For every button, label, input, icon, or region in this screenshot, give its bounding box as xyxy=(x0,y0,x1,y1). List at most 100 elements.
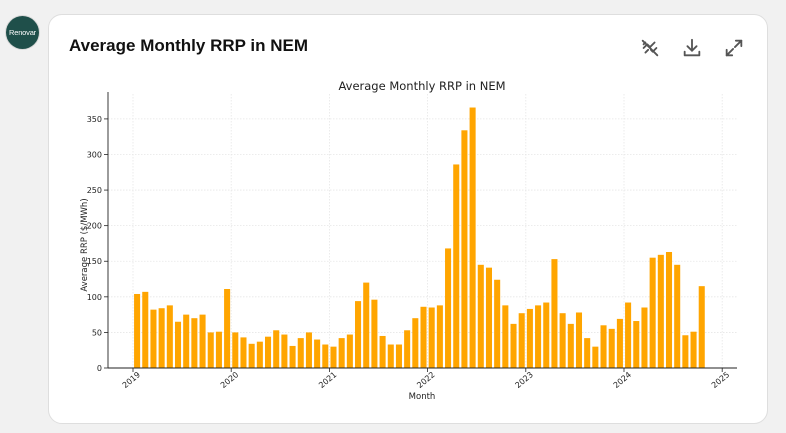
download-icon xyxy=(683,38,701,57)
bar xyxy=(625,302,632,368)
bar xyxy=(387,344,394,368)
bar xyxy=(682,335,689,368)
bar xyxy=(445,248,452,368)
bar xyxy=(502,305,509,368)
bar xyxy=(240,337,247,368)
bar xyxy=(395,344,402,368)
bar xyxy=(584,338,591,368)
bar xyxy=(543,302,550,368)
bar xyxy=(485,267,493,368)
bar xyxy=(698,286,705,368)
app-avatar-logo[interactable]: Renovar xyxy=(6,16,39,49)
bar-layer xyxy=(134,107,705,368)
y-axis-label: Average RRP ($/MWh) xyxy=(80,198,90,291)
bar xyxy=(215,331,222,368)
y-tick-label: 0 xyxy=(97,364,102,373)
bar xyxy=(657,254,664,368)
y-tick-label: 100 xyxy=(87,293,102,302)
bar xyxy=(207,332,214,368)
bar xyxy=(256,341,263,368)
bar xyxy=(559,313,566,368)
bar xyxy=(371,299,378,368)
x-tick-label: 2019 xyxy=(121,370,142,390)
bar xyxy=(575,312,583,368)
grid-layer xyxy=(108,94,737,369)
bar xyxy=(600,325,607,368)
x-tick-label: 2021 xyxy=(317,370,338,390)
bar xyxy=(248,343,255,368)
chart-card: Average Monthly RRP in NEM xyxy=(48,14,768,424)
bar xyxy=(355,301,362,368)
bar xyxy=(322,344,329,368)
bar xyxy=(134,293,141,368)
bar xyxy=(428,307,435,368)
bar xyxy=(166,305,173,368)
bar xyxy=(363,282,370,368)
y-tick-label: 50 xyxy=(92,328,102,337)
bar xyxy=(477,264,484,368)
bar xyxy=(494,279,501,368)
bar xyxy=(551,259,558,368)
bar xyxy=(346,334,353,368)
bar xyxy=(567,323,574,368)
hide-chart-button[interactable] xyxy=(635,35,665,61)
chart-off-icon xyxy=(641,39,659,57)
y-tick-label: 300 xyxy=(87,150,102,159)
bar xyxy=(412,318,419,368)
chart-title: Average Monthly RRP in NEM xyxy=(338,79,505,93)
bar xyxy=(273,330,280,368)
bar xyxy=(469,107,476,368)
bar xyxy=(633,321,640,368)
bar-chart: 0 50 100 150 200 250 300 350 2019 2020 2021 2022 202… xyxy=(80,79,737,402)
card-toolbar xyxy=(635,35,749,61)
bar xyxy=(665,251,673,368)
x-axis-label: Month xyxy=(409,392,436,402)
bar xyxy=(436,305,443,368)
bar xyxy=(404,330,411,368)
x-tick-label: 2023 xyxy=(514,370,535,390)
bar xyxy=(224,289,231,368)
bar xyxy=(649,257,656,368)
bar xyxy=(158,308,165,368)
bar xyxy=(453,164,460,368)
bar xyxy=(379,335,386,368)
bar xyxy=(616,318,623,368)
bar xyxy=(199,314,206,368)
download-button[interactable] xyxy=(677,35,707,61)
bar xyxy=(690,331,697,368)
bar xyxy=(174,321,182,368)
bar xyxy=(674,264,681,368)
card-title: Average Monthly RRP in NEM xyxy=(69,36,308,55)
bar xyxy=(183,314,190,368)
bar xyxy=(592,346,599,368)
x-tick-label: 2020 xyxy=(219,370,240,390)
bar xyxy=(535,305,542,368)
bar xyxy=(281,334,288,368)
y-tick-label: 250 xyxy=(87,186,102,195)
bar xyxy=(608,328,615,368)
bar xyxy=(289,345,296,368)
bar xyxy=(264,336,272,368)
bar xyxy=(191,318,198,368)
x-tick-label: 2022 xyxy=(415,370,436,390)
y-tick-label: 200 xyxy=(87,222,102,231)
y-tick-label: 150 xyxy=(87,257,102,266)
bar xyxy=(526,308,533,368)
bar xyxy=(420,306,427,368)
bar xyxy=(150,309,157,368)
bar xyxy=(305,332,312,368)
bar xyxy=(461,130,468,368)
bar xyxy=(314,339,321,368)
expand-icon xyxy=(725,39,743,57)
expand-button[interactable] xyxy=(719,35,749,61)
bar xyxy=(338,338,345,368)
y-tick-label: 350 xyxy=(87,115,102,124)
bar xyxy=(330,346,337,368)
bar xyxy=(142,291,149,368)
x-tick-label: 2025 xyxy=(710,370,731,390)
bar xyxy=(641,307,648,368)
bar xyxy=(518,313,525,368)
x-tick-label: 2024 xyxy=(612,370,633,390)
bar xyxy=(297,338,304,368)
bar xyxy=(232,332,239,368)
